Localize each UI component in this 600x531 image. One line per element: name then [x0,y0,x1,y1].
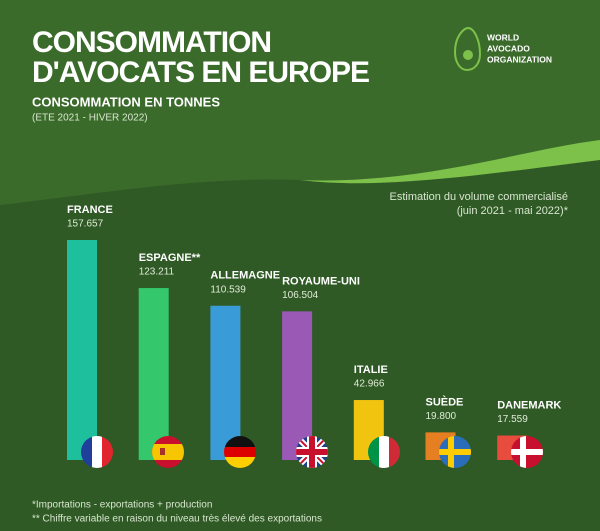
value-label: 106.504 [282,290,319,301]
header-band [0,0,600,205]
value-label: 17.559 [497,414,528,425]
flags [81,436,543,468]
note: Estimation du volume commercialisé [389,191,568,203]
value-label: 42.966 [354,379,385,390]
bar [282,311,313,460]
category-label: ROYAUME-UNI [282,275,360,287]
logo-text: AVOCADO [487,43,530,53]
logo-icon [453,26,482,72]
wave [300,140,600,184]
bar [210,305,241,460]
flag-germany [224,436,256,468]
flag-denmark [511,436,543,468]
footnote: *Importations - exportations + productio… [32,500,212,511]
logo-seed [463,50,473,60]
bar [67,240,97,460]
chart-title: CONSOMMATION [32,26,271,59]
category-label: FRANCE [67,204,113,216]
value-label: 157.657 [67,219,104,230]
chart-title: D'AVOCATS EN EUROPE [32,56,369,89]
value-label: 123.211 [139,267,175,278]
logo-text: WORLD [487,32,519,42]
flag-sweden [439,436,471,468]
logo-text: ORGANIZATION [487,54,552,64]
flag-uk [296,436,328,468]
footnote: ** Chiffre variable en raison du niveau … [32,514,322,525]
category-label: ALLEMAGNE [210,270,280,282]
bar [138,288,169,460]
category-label: SUÈDE [426,395,464,408]
period: (ETE 2021 - HIVER 2022) [32,113,148,124]
flag-france [81,436,113,468]
flag-spain [152,436,184,468]
note: (juin 2021 - mai 2022)* [457,205,569,217]
subtitle: CONSOMMATION EN TONNES [32,94,220,109]
flag-italy [368,436,400,468]
category-label: DANEMARK [497,399,561,411]
category-label: ITALIE [354,364,388,376]
value-label: 110.539 [210,284,246,295]
value-label: 19.800 [426,411,457,422]
category-label: ESPAGNE** [139,252,201,264]
